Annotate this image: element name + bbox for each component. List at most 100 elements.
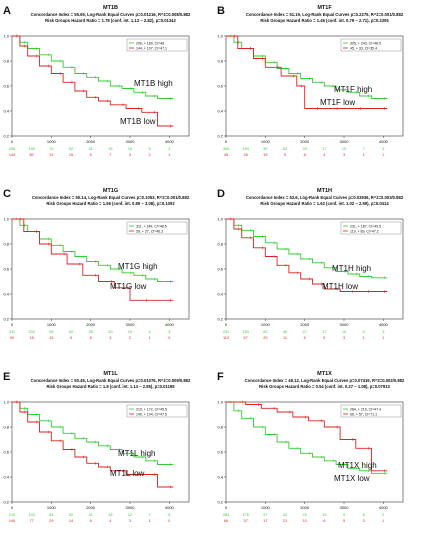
y-tick-label: 0.4 [3, 292, 9, 297]
risk-count-low: 67 [244, 336, 248, 340]
x-tick-label: 4000 [379, 322, 389, 327]
risk-count-high: 97 [263, 513, 267, 517]
x-tick-label: 4000 [379, 505, 389, 510]
curve-label-low: MT1L low [110, 469, 145, 478]
risk-count-low: 77 [30, 519, 34, 523]
risk-count-low: 11 [283, 336, 287, 340]
risk-count-low: 45 [224, 153, 228, 157]
x-tick-label: 1000 [47, 322, 57, 327]
risk-count-low: 1 [382, 336, 384, 340]
series-high-line [12, 35, 174, 99]
risk-count-high: 10 [128, 147, 132, 151]
risk-count-high: 5 [149, 147, 151, 151]
risk-count-low: 3 [343, 336, 345, 340]
x-tick-label: 2000 [86, 139, 96, 144]
risk-count-high: 10 [128, 330, 132, 334]
legend-entry-low: 140, + 104, CI=47.5 [136, 412, 167, 416]
y-tick-label: 0.2 [217, 317, 223, 322]
curve-label-high: MT1F high [334, 85, 372, 94]
series-low-line [226, 35, 388, 109]
risk-count-high: 3 [382, 147, 384, 151]
stats-line-2: Risk Groups Hazard Ratio = 1.78 (conf. i… [45, 18, 176, 23]
risk-count-low: 119 [223, 336, 229, 340]
legend-box [126, 404, 188, 418]
risk-count-high: 84 [49, 513, 53, 517]
x-tick-label: 2000 [300, 322, 310, 327]
y-tick-label: 0.4 [217, 292, 223, 297]
risk-count-low: 31 [49, 153, 53, 157]
risk-count-low: 7 [109, 153, 111, 157]
risk-count-low: 1 [382, 153, 384, 157]
x-tick-label: 0 [11, 505, 14, 510]
y-tick-label: 1.0 [217, 34, 223, 39]
risk-count-low: 21 [283, 519, 287, 523]
legend-box [126, 38, 188, 52]
stats-line-2: Risk Groups Hazard Ratio = 1.46 (conf. i… [260, 18, 389, 23]
risk-count-high: 17 [322, 147, 326, 151]
x-tick-label: 4000 [165, 505, 175, 510]
series-low-line [12, 401, 174, 488]
risk-count-low: 1 [149, 519, 151, 523]
panel-title: MT1L [103, 371, 118, 377]
risk-count-high: 311 [9, 330, 15, 334]
y-tick-label: 0.8 [217, 59, 223, 64]
risk-count-high: 9 [343, 513, 345, 517]
y-tick-label: 0.2 [3, 317, 9, 322]
y-tick-label: 0.6 [217, 267, 223, 272]
stats-line-1: Concordance Index = 53.6, Log-Rank Equal… [246, 195, 404, 200]
risk-count-low: 3 [129, 519, 131, 523]
risk-count-high: 176 [242, 513, 248, 517]
risk-count-low: 6 [323, 519, 325, 523]
panel-letter: F [217, 371, 224, 383]
y-tick-label: 1.0 [3, 34, 9, 39]
risk-count-high: 20 [108, 330, 112, 334]
x-tick-label: 1000 [261, 505, 271, 510]
risk-count-high: 3 [168, 330, 170, 334]
risk-count-high: 70 [49, 147, 53, 151]
curve-label-low: MT1X low [334, 474, 370, 483]
risk-count-high: 24 [303, 147, 307, 151]
x-tick-label: 1000 [47, 139, 57, 144]
risk-count-high: 27 [303, 330, 307, 334]
risk-count-low: 5 [70, 336, 72, 340]
risk-count-low: 5 [343, 519, 345, 523]
x-tick-label: 0 [225, 139, 228, 144]
risk-count-high: 2 [382, 513, 384, 517]
risk-count-low: 3 [363, 519, 365, 523]
legend-entry-high: 210, + 172, CI=45.5 [136, 407, 167, 411]
x-tick-label: 4000 [165, 139, 175, 144]
y-tick-label: 0.6 [217, 84, 223, 89]
x-tick-label: 4000 [165, 322, 175, 327]
y-tick-label: 0.6 [3, 84, 9, 89]
risk-count-high: 62 [283, 147, 287, 151]
stats-line-2: Risk Groups Hazard Ratio = 1.8 (conf. in… [46, 384, 175, 389]
y-tick-label: 0.6 [3, 267, 9, 272]
series-low-line [226, 218, 388, 292]
risk-count-low: 0 [168, 336, 170, 340]
x-tick-label: 0 [11, 322, 14, 327]
risk-count-low: 1 [363, 153, 365, 157]
stats-line-1: Concordance Index = 50.45, Log-Rank Equa… [31, 378, 191, 383]
risk-count-low: 1 [149, 336, 151, 340]
x-tick-label: 3000 [340, 505, 350, 510]
y-tick-label: 0.8 [3, 425, 9, 430]
risk-count-high: 153 [242, 330, 248, 334]
risk-count-high: 284 [223, 513, 229, 517]
risk-count-low: 1 [363, 336, 365, 340]
legend-box [126, 221, 188, 235]
risk-count-low: 29 [263, 336, 267, 340]
risk-count-high: 7 [363, 147, 365, 151]
risk-count-low: 66 [224, 519, 228, 523]
x-tick-label: 1000 [261, 322, 271, 327]
stats-line-2: Risk Groups Hazard Ratio = 0.54 (conf. i… [259, 384, 390, 389]
risk-count-high: 26 [89, 330, 93, 334]
series-low-line [12, 218, 174, 301]
risk-count-low: 10 [303, 519, 307, 523]
risk-count-high: 231 [223, 330, 229, 334]
stats-line-1: Concordance Index = 51.19, Log-Rank Equa… [246, 12, 404, 17]
y-tick-label: 0.6 [3, 450, 9, 455]
legend-entry-high: 284, + 219, CI=47.4 [350, 407, 381, 411]
